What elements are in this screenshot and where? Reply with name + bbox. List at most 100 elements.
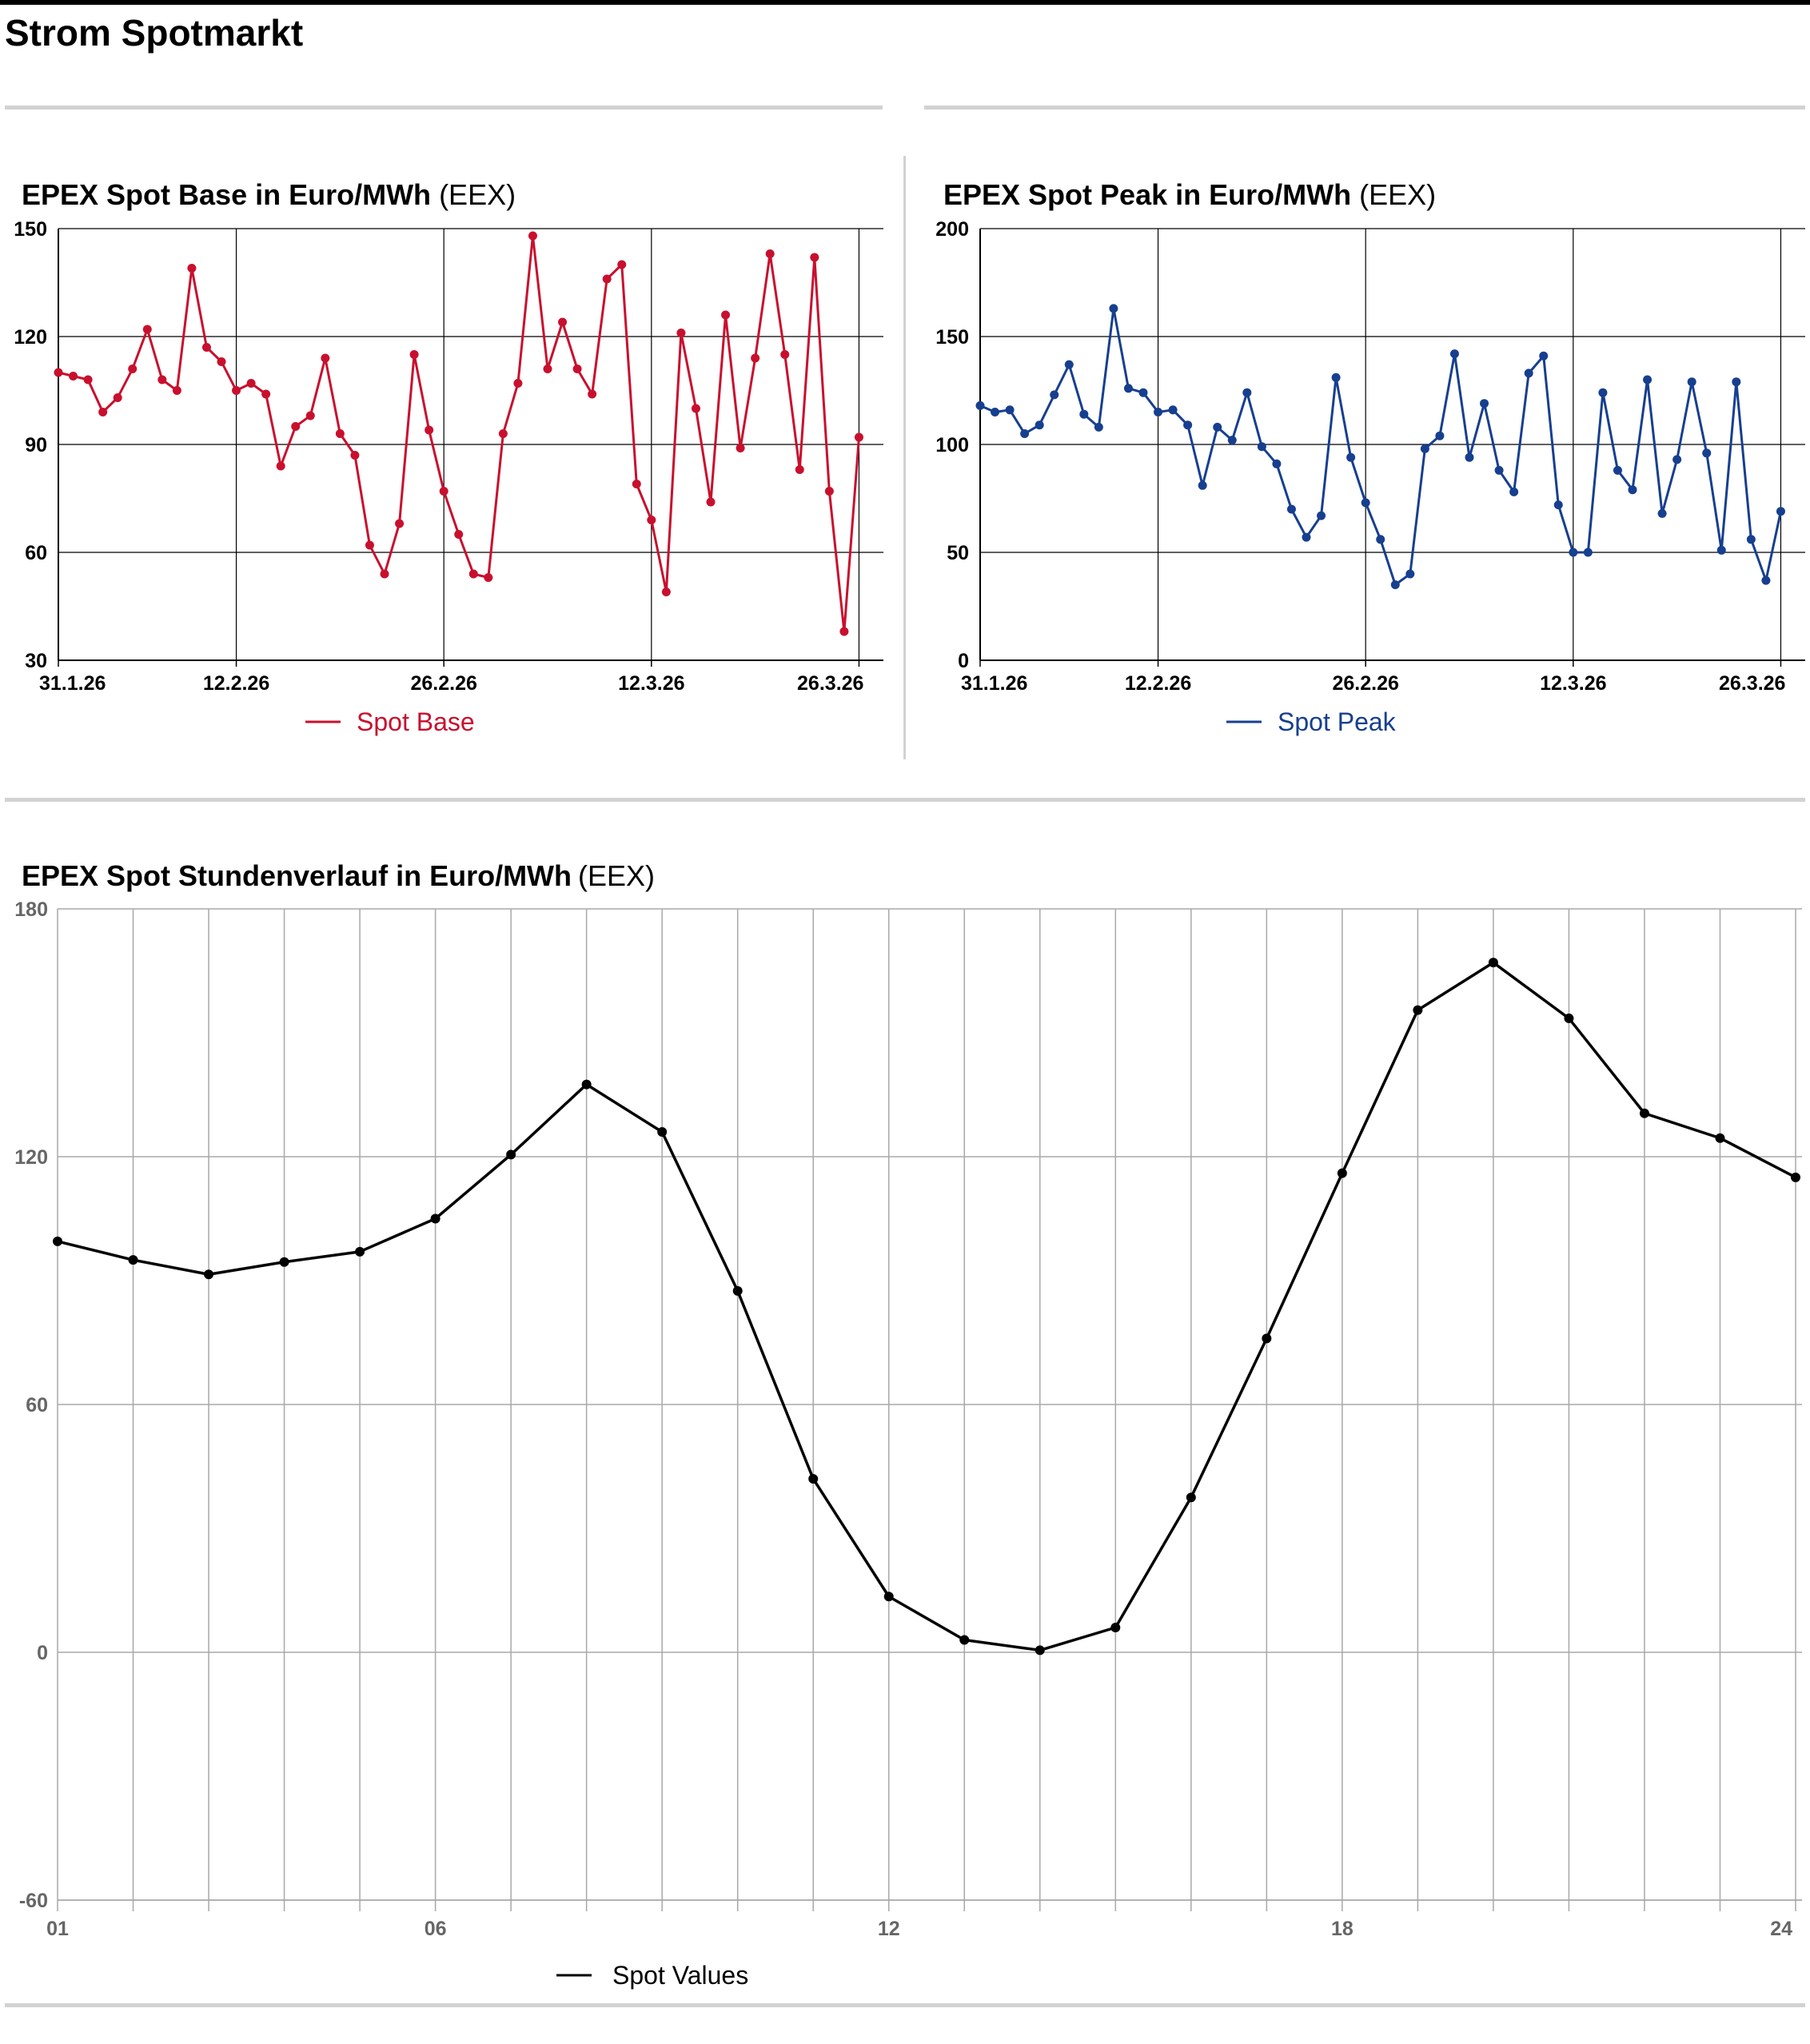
peak-data-point (1198, 480, 1207, 490)
peak-data-point (1109, 304, 1118, 313)
peak-data-point (1702, 448, 1712, 458)
peak-data-point (1079, 409, 1089, 419)
hourly-data-point (959, 1635, 970, 1645)
base-data-point (83, 375, 93, 384)
base-x-tick-label: 12.2.26 (203, 672, 269, 695)
base-data-point (201, 343, 211, 352)
peak-data-point (1154, 408, 1163, 416)
peak-chart-title: EPEX Spot Peak in Euro/MWh (EEX) (943, 178, 1436, 212)
base-x-tick-label: 26.3.26 (797, 672, 863, 695)
hourly-y-tick-label: 120 (14, 1146, 48, 1169)
hourly-y-tick-label: 180 (14, 898, 48, 921)
peak-y-tick-label: 200 (935, 218, 969, 241)
base-data-point (409, 350, 419, 359)
page-title: Strom Spotmarkt (5, 12, 304, 54)
base-data-point (350, 451, 360, 460)
peak-data-point (1583, 548, 1593, 557)
base-x-tick-label: 31.1.26 (39, 672, 106, 695)
separator-bottom (5, 2003, 1805, 2007)
base-chart-title-text: EPEX Spot Base in Euro/MWh (22, 178, 432, 211)
peak-y-tick-label: 100 (935, 434, 969, 456)
peak-data-point (1376, 535, 1385, 544)
base-data-point (335, 429, 345, 438)
hourly-data-point (1791, 1172, 1800, 1182)
hourly-data-point (808, 1474, 819, 1484)
base-data-point (706, 497, 716, 507)
hourly-data-point (204, 1269, 214, 1280)
peak-data-point (1672, 455, 1682, 464)
hourly-data-point (1035, 1645, 1045, 1656)
peak-data-point (1272, 459, 1282, 468)
base-data-point (246, 379, 256, 388)
base-data-point (721, 310, 731, 320)
hourly-data-point (1564, 1013, 1574, 1023)
hourly-y-tick-label: -60 (19, 1890, 48, 1912)
base-data-point (498, 429, 508, 438)
base-y-tick-label: 90 (25, 434, 47, 456)
peak-data-point (1494, 465, 1504, 475)
base-y-tick-label: 60 (25, 542, 47, 564)
peak-data-point (1405, 569, 1415, 579)
base-data-point (232, 386, 241, 395)
hourly-data-point (732, 1285, 743, 1296)
peak-data-point (1064, 360, 1074, 369)
peak-data-point (991, 408, 1000, 416)
hourly-data-point (1488, 958, 1498, 968)
base-data-point (558, 317, 568, 327)
hourly-x-tick-label: 01 (46, 1918, 69, 1940)
base-data-point (854, 432, 863, 442)
base-data-point (528, 231, 537, 241)
base-data-point (187, 264, 197, 273)
peak-y-tick-label: 0 (958, 650, 969, 672)
base-data-point (395, 519, 405, 528)
hourly-legend-label: Spot Values (612, 1961, 748, 1990)
top-rule (0, 0, 1810, 5)
base-data-point (513, 379, 523, 388)
hourly-data-point (355, 1246, 365, 1257)
peak-data-point (1465, 452, 1474, 462)
peak-data-point (1539, 351, 1549, 361)
base-data-point (454, 530, 464, 539)
peak-data-point (1746, 535, 1756, 544)
peak-data-point (1569, 548, 1578, 557)
peak-data-point (1420, 444, 1429, 453)
separator-vertical (903, 156, 906, 759)
base-data-point (780, 350, 790, 359)
peak-chart-title-text: EPEX Spot Peak in Euro/MWh (943, 178, 1352, 211)
hourly-x-tick-label: 24 (1770, 1918, 1792, 1940)
peak-data-point (1553, 500, 1563, 510)
base-chart-source: (EEX) (439, 178, 516, 211)
base-data-point (276, 461, 285, 471)
peak-data-point (1302, 532, 1311, 542)
base-data-point (54, 368, 63, 377)
base-data-point (468, 569, 478, 579)
peak-data-point (1361, 498, 1370, 508)
peak-x-tick-label: 12.2.26 (1125, 672, 1191, 695)
peak-data-point (1509, 487, 1519, 496)
base-x-tick-label: 26.2.26 (410, 672, 476, 695)
peak-data-point (1657, 508, 1667, 518)
separator-top-right (924, 106, 1805, 110)
base-data-point (647, 516, 656, 524)
hourly-data-point (506, 1150, 516, 1160)
base-data-point (632, 480, 641, 488)
base-data-point (305, 411, 315, 420)
peak-data-point (1213, 422, 1222, 432)
base-data-point (765, 249, 775, 258)
hourly-data-point (883, 1592, 894, 1602)
peak-data-point (1168, 405, 1178, 415)
hourly-data-point (1186, 1492, 1196, 1503)
base-data-point (572, 365, 582, 373)
peak-data-point (1598, 388, 1608, 397)
hourly-x-tick-label: 18 (1331, 1918, 1354, 1940)
base-y-tick-label: 120 (14, 326, 47, 349)
base-y-tick-label: 30 (25, 650, 47, 672)
base-data-point (113, 393, 122, 402)
peak-data-point (1761, 576, 1771, 585)
base-data-point (676, 329, 686, 337)
base-data-point (810, 253, 819, 262)
peak-legend-label: Spot Peak (1278, 707, 1397, 736)
base-data-point (795, 465, 804, 474)
